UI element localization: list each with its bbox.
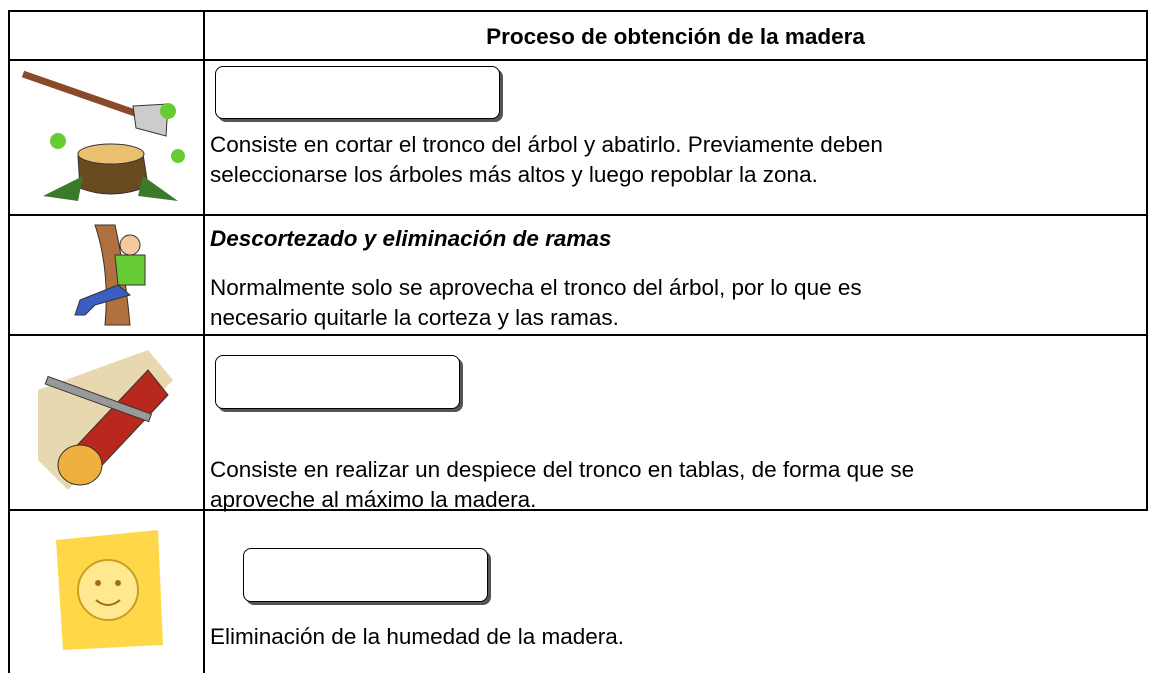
description: seleccionarse los árboles más altos y lu… bbox=[210, 162, 818, 187]
table-border bbox=[203, 10, 205, 673]
description: Consiste en realizar un despiece del tro… bbox=[210, 457, 915, 482]
felling-illustration bbox=[21, 70, 185, 201]
description: Consiste en cortar el tronco del árbol y… bbox=[210, 132, 883, 157]
step-title: Descortezado y eliminación de ramas bbox=[210, 226, 612, 251]
header-title: Proceso de obtención de la madera bbox=[486, 24, 865, 49]
description: necesario quitarle la corteza y las rama… bbox=[210, 305, 619, 330]
description: Eliminación de la humedad de la madera. bbox=[210, 624, 624, 649]
table-border bbox=[8, 509, 1148, 511]
table-border bbox=[8, 10, 10, 673]
table-border bbox=[8, 214, 1148, 216]
answer-field[interactable] bbox=[215, 355, 460, 409]
answer-field[interactable] bbox=[215, 66, 500, 119]
description: Normalmente solo se aprovecha el tronco … bbox=[210, 275, 862, 300]
table-border bbox=[1146, 10, 1148, 510]
sun-illustration bbox=[56, 530, 163, 650]
answer-field[interactable] bbox=[243, 548, 488, 602]
description: aproveche al máximo la madera. bbox=[210, 487, 537, 512]
table-border bbox=[8, 334, 1148, 336]
sawing-illustration bbox=[38, 350, 173, 490]
table-border bbox=[8, 59, 1148, 61]
table-border bbox=[8, 10, 1148, 12]
climber-illustration bbox=[74, 224, 146, 326]
